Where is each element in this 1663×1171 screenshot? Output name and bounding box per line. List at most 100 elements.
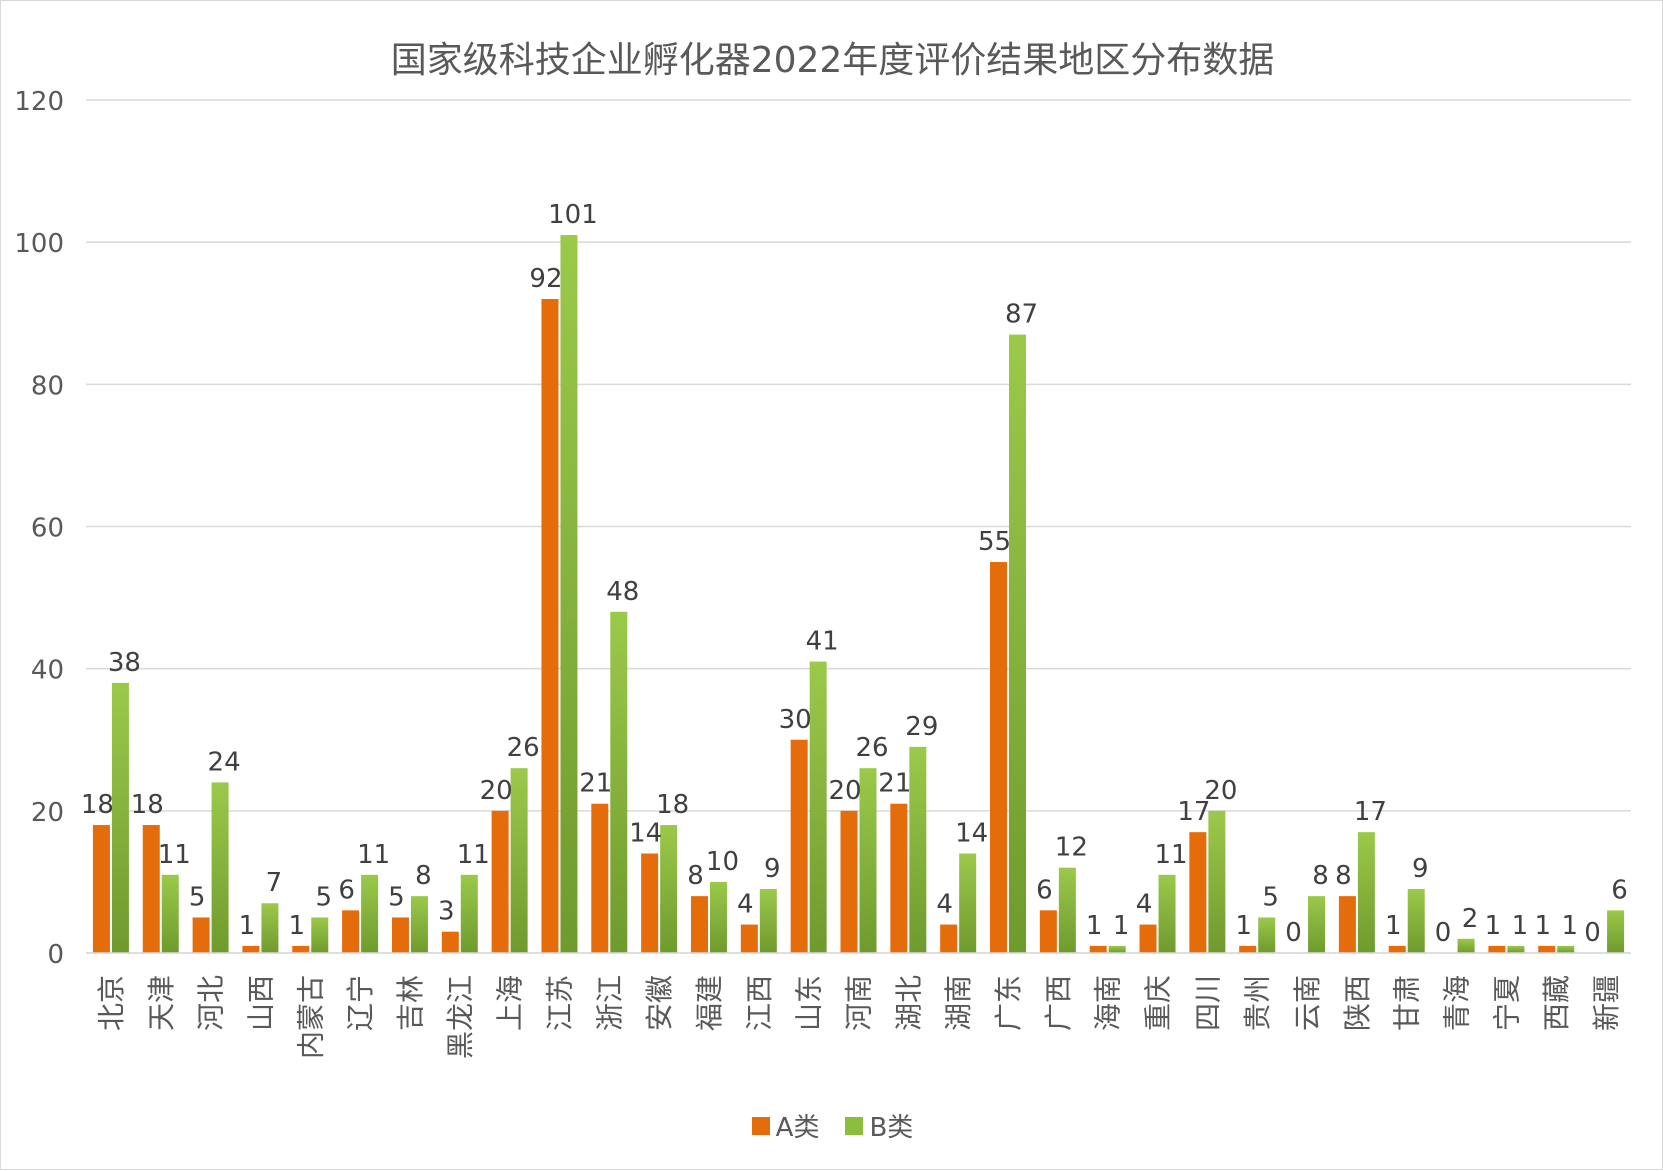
bar-a-4: [242, 945, 260, 953]
chart-title: 国家级科技企业孵化器2022年度评价结果地区分布数据: [390, 40, 1275, 81]
data-label-b-18: 14: [955, 818, 988, 848]
x-tick-label-12: 安徽: [643, 975, 676, 1031]
data-label-b-31: 6: [1611, 875, 1628, 905]
data-label-b-8: 11: [457, 840, 490, 870]
bar-b-15: [809, 661, 827, 953]
bar-a-17: [890, 803, 908, 953]
bar-b-21: [1108, 945, 1126, 953]
bar-a-9: [491, 810, 509, 953]
bar-a-3: [192, 917, 210, 953]
bar-a-24: [1239, 945, 1257, 953]
bar-b-29: [1507, 945, 1525, 953]
x-tick-label-18: 湖南: [942, 975, 975, 1031]
data-label-a-31: 0: [1584, 918, 1601, 948]
bar-a-27: [1388, 945, 1406, 953]
bar-a-16: [840, 810, 858, 953]
x-axis: 北京 天津 河北 山西 内蒙古 辽宁 吉林 黑龙江 上海 江苏 浙江 安徽 福建 江西 山东 河南 湖北 湖南 广东…: [86, 952, 1631, 1059]
bar-b-12: [660, 825, 678, 953]
data-label-b-5: 5: [316, 882, 333, 912]
data-label-b-19: 87: [1005, 300, 1038, 330]
bar-b-4: [261, 903, 279, 953]
bar-b-3: [211, 782, 229, 953]
legend-swatch-b: [845, 1116, 864, 1135]
data-label-a-18: 4: [936, 890, 953, 920]
data-label-a-30: 1: [1534, 911, 1551, 941]
bar-b-31: [1607, 910, 1625, 953]
x-tick-label-4: 山西: [244, 975, 277, 1031]
data-label-a-29: 1: [1485, 911, 1502, 941]
bar-b-11: [610, 611, 628, 953]
x-tick-label-13: 福建: [693, 975, 726, 1031]
bar-b-23: [1208, 810, 1226, 953]
data-label-a-1: 18: [81, 790, 114, 820]
legend-swatch-a: [751, 1116, 770, 1135]
data-label-a-2: 18: [131, 790, 164, 820]
bar-b-2: [161, 874, 179, 953]
x-tick-label-17: 湖北: [892, 975, 925, 1031]
data-label-b-7: 8: [415, 861, 432, 891]
data-label-b-17: 29: [905, 712, 938, 742]
data-label-a-10: 92: [529, 264, 562, 294]
data-label-a-20: 6: [1036, 875, 1053, 905]
bar-a-23: [1189, 832, 1207, 953]
x-tick-label-9: 上海: [494, 975, 527, 1031]
data-label-b-29: 1: [1512, 911, 1529, 941]
data-label-a-22: 4: [1136, 890, 1153, 920]
data-label-b-3: 24: [208, 747, 241, 777]
data-label-a-11: 21: [579, 769, 612, 799]
bar-a-20: [1039, 910, 1057, 953]
data-label-b-30: 1: [1561, 911, 1578, 941]
y-tick-label: 20: [31, 798, 64, 828]
legend-label-a: A类: [775, 1113, 820, 1143]
bar-a-5: [292, 945, 310, 953]
data-label-b-22: 11: [1154, 840, 1187, 870]
data-label-a-23: 17: [1177, 797, 1210, 827]
data-label-a-12: 14: [629, 818, 662, 848]
bar-b-16: [859, 768, 877, 953]
data-label-a-26: 8: [1335, 861, 1352, 891]
legend-item-b[interactable]: B类: [845, 1107, 913, 1144]
y-tick-label: 60: [31, 514, 64, 544]
y-tick-label: 0: [47, 940, 64, 970]
legend: A类 B类: [1, 1107, 1663, 1144]
bar-b-19: [1009, 334, 1027, 953]
data-label-a-15: 30: [779, 705, 812, 735]
bar-b-5: [311, 917, 329, 953]
legend-item-a[interactable]: A类: [751, 1107, 820, 1144]
x-tick-label-3: 河北: [195, 975, 228, 1031]
data-label-b-1: 38: [108, 648, 141, 678]
bar-b-7: [410, 896, 428, 953]
data-label-b-25: 8: [1312, 861, 1329, 891]
x-tick-label-11: 浙江: [593, 975, 626, 1031]
x-tick-label-5: 内蒙古: [294, 975, 327, 1059]
legend-label-b: B类: [869, 1113, 914, 1143]
data-label-b-9: 26: [507, 733, 540, 763]
bar-b-27: [1407, 889, 1425, 953]
bar-b-6: [361, 874, 379, 953]
x-tick-label-7: 吉林: [394, 975, 427, 1031]
bar-a-12: [641, 853, 659, 953]
bar-b-30: [1557, 945, 1575, 953]
data-label-a-21: 1: [1086, 911, 1103, 941]
data-label-a-9: 20: [480, 776, 513, 806]
data-label-a-17: 21: [878, 769, 911, 799]
data-label-b-15: 41: [806, 627, 839, 657]
bar-a-6: [342, 910, 360, 953]
x-tick-label-15: 山东: [793, 975, 826, 1031]
x-tick-label-29: 宁夏: [1490, 975, 1523, 1031]
data-label-b-16: 26: [855, 733, 888, 763]
bar-a-13: [690, 896, 708, 953]
bar-a-15: [790, 739, 808, 953]
data-label-b-20: 12: [1055, 833, 1088, 863]
bar-a-11: [591, 803, 609, 953]
x-tick-label-14: 江西: [743, 975, 776, 1031]
x-tick-label-2: 天津: [145, 975, 178, 1031]
x-tick-label-22: 重庆: [1142, 975, 1175, 1031]
x-tick-label-27: 甘肃: [1391, 975, 1424, 1031]
bar-a-10: [541, 299, 559, 953]
data-label-a-13: 8: [687, 861, 704, 891]
data-label-a-8: 3: [438, 897, 455, 927]
bar-a-1: [92, 825, 110, 953]
data-label-a-6: 6: [338, 875, 355, 905]
